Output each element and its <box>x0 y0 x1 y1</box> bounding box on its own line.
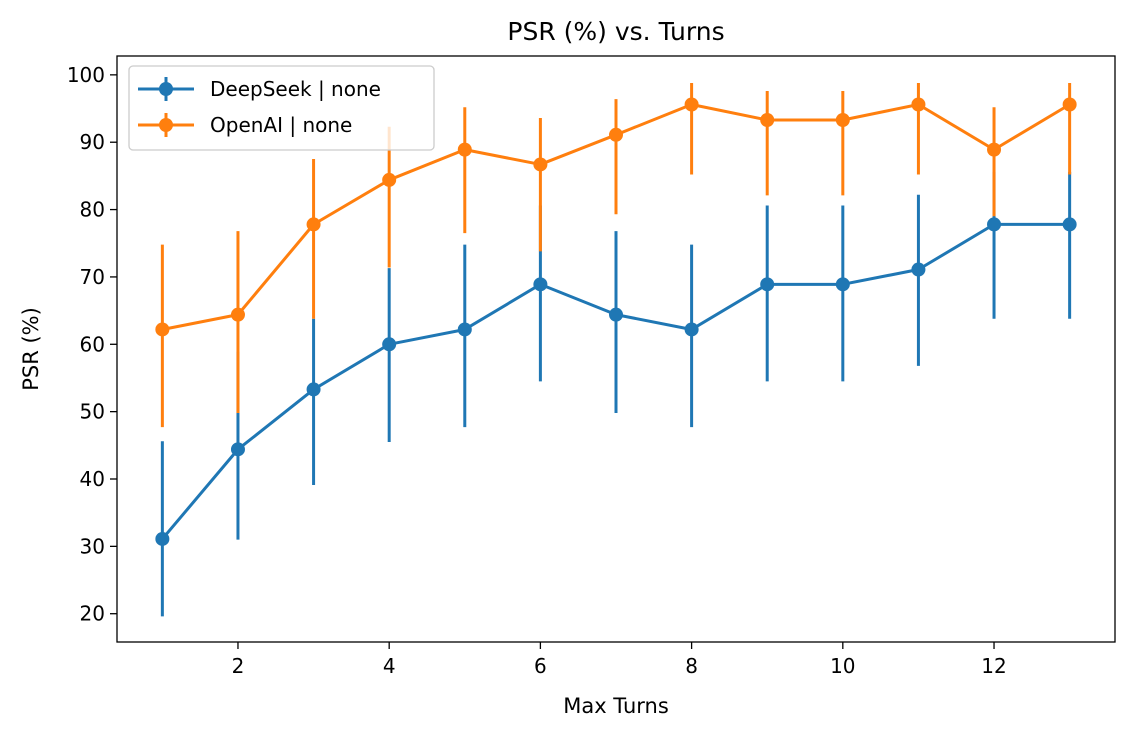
data-point <box>987 142 1002 157</box>
y-axis: 20 30 40 50 60 70 80 90 100 <box>67 63 117 626</box>
data-point <box>911 97 926 112</box>
legend-entry: DeepSeek | none <box>138 77 381 101</box>
legend: DeepSeek | none OpenAI | none <box>128 65 435 151</box>
x-axis-label: Max Turns <box>563 694 669 718</box>
data-point <box>230 442 245 457</box>
y-tick-label: 50 <box>80 400 105 424</box>
chart-title: PSR (%) vs. Turns <box>507 17 724 46</box>
data-point <box>987 217 1002 232</box>
y-tick-label: 100 <box>67 63 105 87</box>
data-point <box>230 307 245 322</box>
data-point <box>533 277 548 292</box>
data-point <box>155 322 170 337</box>
data-point <box>155 531 170 546</box>
y-axis-label: PSR (%) <box>19 307 43 391</box>
x-tick-label: 6 <box>534 654 547 678</box>
y-tick-label: 90 <box>80 130 105 154</box>
series-0 <box>155 171 1077 617</box>
series-layer <box>155 82 1077 617</box>
x-axis: 2 4 6 8 10 12 <box>232 642 1007 678</box>
series-1 <box>155 82 1077 428</box>
legend-entry: OpenAI | none <box>138 113 352 137</box>
data-point <box>1062 97 1077 112</box>
legend-box <box>128 65 435 151</box>
data-point <box>1062 217 1077 232</box>
x-tick-label: 2 <box>232 654 245 678</box>
data-point <box>911 262 926 277</box>
legend-marker <box>159 118 173 132</box>
legend-label: DeepSeek | none <box>210 77 381 101</box>
data-point <box>835 277 850 292</box>
plot-frame <box>116 55 1116 643</box>
y-tick-label: 70 <box>80 265 105 289</box>
data-point <box>457 322 472 337</box>
legend-marker <box>159 82 173 96</box>
x-tick-label: 4 <box>383 654 396 678</box>
y-tick-label: 20 <box>80 602 105 626</box>
data-point <box>306 382 321 397</box>
data-point <box>533 157 548 172</box>
data-point <box>382 337 397 352</box>
data-point <box>684 322 699 337</box>
y-tick-label: 40 <box>80 467 105 491</box>
x-tick-label: 8 <box>685 654 698 678</box>
data-point <box>306 217 321 232</box>
data-point <box>457 142 472 157</box>
legend-label: OpenAI | none <box>210 113 352 137</box>
data-point <box>760 277 775 292</box>
data-point <box>760 112 775 127</box>
x-tick-label: 10 <box>830 654 855 678</box>
y-tick-label: 60 <box>80 332 105 356</box>
data-point <box>609 127 623 142</box>
data-point <box>609 307 623 322</box>
data-point <box>382 172 397 187</box>
data-point <box>684 97 699 112</box>
data-point <box>835 112 850 127</box>
x-tick-label: 12 <box>981 654 1006 678</box>
y-tick-label: 30 <box>80 534 105 558</box>
y-tick-label: 80 <box>80 198 105 222</box>
